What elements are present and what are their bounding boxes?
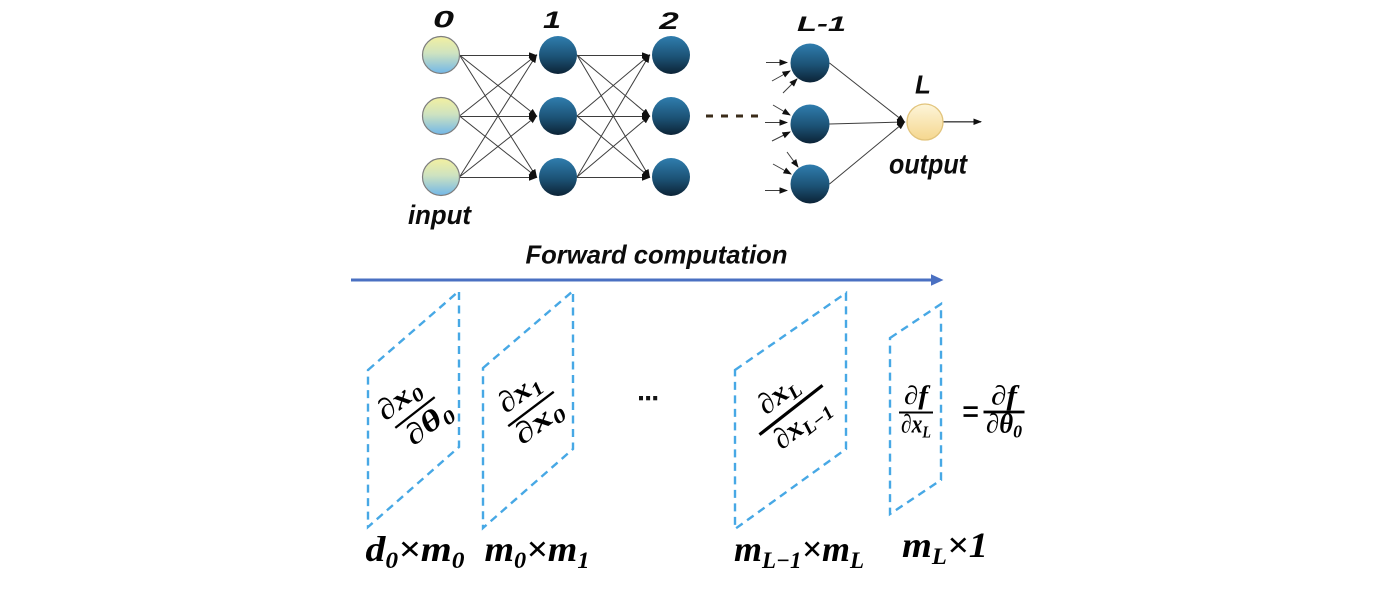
svg-text:m0×m1: m0×m 1 xyxy=(485,529,590,573)
svg-text:∂f: ∂f xyxy=(991,381,1020,411)
svg-text:1: 1 xyxy=(543,7,561,34)
svg-text:∂f: ∂f xyxy=(904,381,931,410)
svg-text:L-1: L-1 xyxy=(797,13,846,36)
svg-text:output: output xyxy=(889,149,969,180)
svg-text:∂θ0: ∂θ0 xyxy=(986,409,1022,442)
svg-text:mL×1: mL×1 xyxy=(902,525,988,569)
svg-text:mL−1×mL: mL−1×mL xyxy=(734,529,864,573)
svg-text:Forward computation: Forward computation xyxy=(526,240,788,270)
svg-text:L: L xyxy=(915,70,931,100)
svg-text:input: input xyxy=(408,200,472,230)
svg-text:0: 0 xyxy=(433,7,455,34)
svg-text:2: 2 xyxy=(658,8,680,35)
svg-text:d0×m0: d0×m 0 xyxy=(366,529,466,573)
svg-text:∂xL: ∂xL xyxy=(751,369,807,424)
svg-text:∂xL: ∂xL xyxy=(901,410,931,442)
